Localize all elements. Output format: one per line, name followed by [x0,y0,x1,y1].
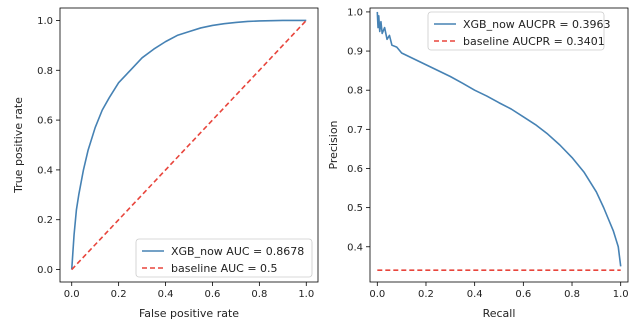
roc-x-tick-label: 0.0 [64,289,80,300]
pr-plot-frame-top [369,7,629,283]
pr-y-axis-label: Precision [327,120,340,169]
roc-y-tick-label: 0.8 [37,66,53,77]
roc-legend-label-baseline: baseline AUC = 0.5 [171,262,278,275]
roc-x-axis-label: False positive rate [139,307,239,320]
roc-legend: XGB_now AUC = 0.8678 baseline AUC = 0.5 [135,238,313,278]
roc-y-axis-label: True positive rate [12,97,25,194]
pr-x-ticks: 0.0 0.2 0.4 0.6 0.8 1.0 [369,282,629,300]
pr-series-model-line [376,11,622,267]
roc-y-ticks: 0.0 0.2 0.4 0.6 0.8 1.0 [37,16,60,276]
pr-y-tick-label: 0.7 [347,125,363,136]
roc-legend-box [135,238,313,278]
roc-subplot: 0.0 0.2 0.4 0.6 0.8 1.0 0.0 0.2 0.4 0.6 0.8 1.0 Fa… [12,7,319,320]
pr-y-tick-label: 1.0 [347,7,363,18]
roc-plot-frame-top [59,7,319,283]
roc-y-tick-label: 0.2 [37,215,53,226]
pr-y-ticks: 0.4 0.5 0.6 0.7 0.8 0.9 1.0 [347,7,370,253]
pr-plot-frame [370,8,628,282]
pr-y-tick-label: 0.9 [347,47,363,58]
pr-x-tick-label: 1.0 [613,289,629,300]
roc-x-tick-label: 0.4 [158,289,174,300]
roc-x-tick-label: 0.6 [205,289,221,300]
pr-subplot: 0.0 0.2 0.4 0.6 0.8 1.0 0.4 0.5 0.6 0.7 0.8 0.9 1.0… [327,7,629,320]
roc-series [70,19,307,271]
roc-legend-label-model: XGB_now AUC = 0.8678 [171,245,304,258]
roc-x-tick-label: 1.0 [298,289,314,300]
roc-series-baseline-line [71,19,307,271]
pr-legend-box [427,11,605,51]
pr-y-tick-label: 0.8 [347,86,363,97]
pr-legend: XGB_now AUCPR = 0.3963 baseline AUCPR = … [427,11,611,51]
pr-y-tick-label: 0.4 [347,242,363,253]
roc-y-tick-label: 0.4 [37,165,53,176]
roc-y-tick-label: 0.0 [37,265,53,276]
roc-x-ticks: 0.0 0.2 0.4 0.6 0.8 1.0 [64,282,314,300]
roc-x-tick-label: 0.8 [251,289,267,300]
pr-y-tick-label: 0.6 [347,164,363,175]
roc-y-tick-label: 1.0 [37,16,53,27]
pr-x-tick-label: 0.2 [418,289,434,300]
pr-y-tick-label: 0.5 [347,203,363,214]
pr-x-tick-label: 0.4 [467,289,483,300]
pr-legend-label-baseline: baseline AUCPR = 0.3401 [463,35,605,48]
pr-series [376,11,622,272]
roc-x-tick-label: 0.2 [111,289,127,300]
pr-legend-label-model: XGB_now AUCPR = 0.3963 [463,18,611,31]
roc-y-tick-label: 0.6 [37,116,53,127]
pr-x-tick-label: 0.6 [515,289,531,300]
roc-series-model-line [70,19,307,270]
pr-x-tick-label: 0.0 [369,289,385,300]
pr-x-tick-label: 0.8 [564,289,580,300]
pr-x-axis-label: Recall [483,307,516,320]
